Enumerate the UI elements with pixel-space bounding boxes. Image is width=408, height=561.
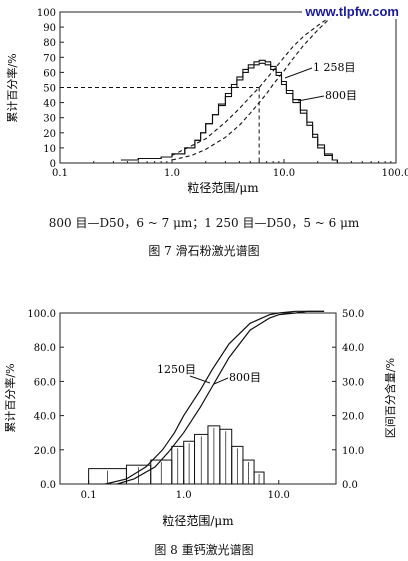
watermark: www.tlpfw.com [302, 4, 402, 19]
fig7-ylabel: 累计百分率/% [5, 53, 19, 122]
fig7-x-ticks: 0.1 1.0 10.0 100.0 [52, 159, 408, 179]
fig7-ytick-label: 30 [43, 114, 56, 125]
fig7-xlabel: 粒径范围/μm [187, 180, 259, 195]
fig8-ytick-label: 20.0 [34, 446, 56, 457]
fig7-label-800: 800目 [325, 89, 357, 102]
fig8-plot-frame [59, 312, 337, 485]
fig7-ytick-label: 0 [50, 159, 56, 170]
fig7-ytick-label: 80 [43, 38, 56, 49]
fig7-ytick-label: 10 [43, 144, 56, 155]
fig8-series-labels: 1250目 800目 [157, 363, 261, 385]
fig7-leader-800 [297, 95, 325, 102]
fig7-ytick-label: 100 [37, 8, 56, 19]
fig8-y-ticks: 0.0 20.0 40.0 60.0 80.0 100.0 [27, 309, 64, 491]
fig8-series [105, 310, 325, 485]
fig7-series-line-1 [120, 59, 338, 163]
fig8-ytick-label: 60.0 [34, 377, 56, 388]
fig8-caption: 图 8 重钙激光谱图 [154, 543, 254, 557]
fig7-series [120, 13, 338, 163]
fig7-ytick-label: 40 [43, 99, 56, 110]
fig7-caption: 图 7 滑石粉激光谱图 [148, 244, 260, 258]
figure8-chart: 0.0 20.0 40.0 60.0 80.0 100.0 0.0 10.0 20.0 30.0… [3, 309, 397, 528]
fig7-note: 800 目—D50，6 ~ 7 μm；1 250 目—D50，5 ~ 6 μm [48, 216, 360, 230]
fig7-ytick-label: 20 [43, 129, 56, 140]
fig7-xtick-label: 10.0 [273, 168, 295, 179]
fig7-xtick-label: 100.0 [382, 168, 408, 179]
fig7-leader-1258 [284, 67, 313, 79]
fig8-bars [88, 425, 265, 485]
fig7-xtick-label: 0.1 [52, 168, 68, 179]
fig8-series-line-1 [117, 310, 325, 485]
fig7-label-1258: 1 258目 [313, 61, 356, 74]
fig8-xtick-label: 1.0 [176, 490, 192, 501]
fig8-x-ticks: 0.1 1.0 10.0 [81, 480, 290, 501]
fig8-ytick-label: 80.0 [34, 343, 56, 354]
fig8-y2-ticks: 0.0 10.0 20.0 30.0 40.0 50.0 [332, 309, 364, 491]
fig7-ytick-label: 60 [43, 68, 56, 79]
fig8-label-1250: 1250目 [157, 363, 196, 376]
fig8-y2tick-label: 50.0 [342, 309, 364, 320]
fig8-ytick-label: 100.0 [27, 309, 56, 320]
fig8-y2tick-label: 0.0 [342, 480, 358, 491]
fig8-ytick-label: 0.0 [40, 480, 56, 491]
fig8-ytick-label: 40.0 [34, 412, 56, 423]
fig7-ytick-label: 90 [43, 23, 56, 34]
fig7-series-line-2 [171, 13, 338, 156]
fig7-series-line-3 [171, 14, 338, 161]
fig8-label-800: 800目 [229, 371, 261, 384]
fig7-series-line-0 [120, 62, 338, 163]
fig7-ytick-label: 50 [43, 84, 56, 95]
fig8-y2tick-label: 20.0 [342, 412, 364, 423]
fig7-series-labels: 1 258目 800目 [284, 61, 357, 102]
fig8-series-line-0 [105, 310, 325, 485]
fig8-y2label: 区间百分含量/% [383, 358, 397, 438]
figure7-chart: 0 10 20 30 40 50 60 70 80 90 100 0.1 1.0 10.0 100.0 1… [5, 8, 408, 195]
fig8-leader-1250 [189, 375, 211, 384]
fig8-xtick-label: 10.0 [268, 490, 290, 501]
fig8-leader-800 [213, 377, 229, 385]
fig8-y2tick-label: 30.0 [342, 377, 364, 388]
fig8-ylabel: 累计百分率/% [3, 363, 17, 432]
fig7-y-ticks: 0 10 20 30 40 50 60 70 80 90 100 [37, 8, 64, 170]
fig8-y2tick-label: 10.0 [342, 446, 364, 457]
fig8-xlabel: 粒径范围/μm [162, 513, 234, 528]
fig8-y2tick-label: 40.0 [342, 343, 364, 354]
fig7-reference-lines [60, 87, 260, 163]
fig7-ytick-label: 70 [43, 53, 56, 64]
fig7-xtick-label: 1.0 [164, 168, 180, 179]
fig8-xtick-label: 0.1 [81, 490, 97, 501]
